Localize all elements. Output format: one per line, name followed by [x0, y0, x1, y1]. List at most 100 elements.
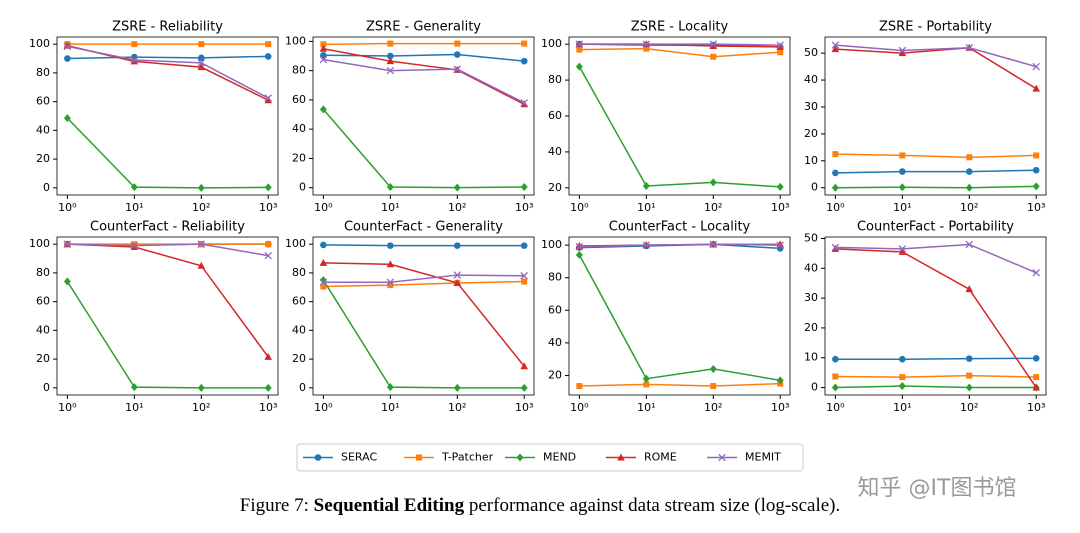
marker	[832, 151, 839, 158]
marker	[319, 44, 328, 52]
marker	[831, 41, 840, 49]
marker	[899, 168, 906, 175]
x-tick-label: 10⁰	[58, 201, 77, 214]
y-tick-label: 10	[804, 351, 818, 364]
y-tick-label: 100	[29, 237, 50, 250]
series-line	[323, 244, 525, 247]
marker	[197, 63, 206, 71]
y-tick-label: 0	[43, 381, 50, 394]
marker	[776, 182, 784, 191]
legend-label: MEND	[543, 451, 576, 464]
chart-title: CounterFact - Portability	[857, 220, 1014, 235]
series-line	[579, 243, 781, 248]
marker	[709, 364, 717, 373]
x-tick-label: 10²	[704, 401, 722, 414]
marker	[709, 41, 718, 49]
series-line	[323, 47, 525, 105]
axes-frame	[824, 236, 1047, 396]
x-tick-label: 10¹	[893, 401, 911, 414]
marker	[898, 382, 906, 391]
marker	[1033, 152, 1040, 159]
y-tick-label: 60	[292, 295, 306, 308]
marker	[386, 57, 395, 65]
x-tick-label: 10¹	[637, 401, 655, 414]
axes-frame	[56, 36, 279, 196]
legend-label: ROME	[644, 451, 677, 464]
marker	[1032, 383, 1041, 391]
y-tick-label: 20	[804, 321, 818, 334]
marker	[197, 261, 206, 269]
series-line	[835, 374, 1037, 378]
y-tick-label: 100	[541, 37, 562, 50]
marker	[831, 45, 840, 53]
y-tick-label: 60	[36, 95, 50, 108]
series-line	[579, 43, 781, 46]
marker	[966, 154, 973, 161]
x-tick-label: 10⁰	[826, 201, 845, 214]
marker	[898, 46, 907, 55]
marker	[386, 182, 394, 191]
marker	[898, 247, 907, 255]
marker	[264, 53, 272, 60]
marker	[197, 59, 206, 67]
marker	[776, 41, 784, 49]
y-tick-label: 60	[548, 303, 562, 316]
y-tick-label: 40	[804, 261, 818, 274]
x-tick-label: 10⁰	[826, 401, 845, 414]
marker	[1032, 84, 1041, 92]
series-line	[578, 66, 781, 188]
marker	[1032, 166, 1040, 174]
marker	[386, 278, 395, 287]
x-tick-label: 10²	[960, 201, 978, 214]
marker	[965, 240, 974, 249]
watermark: 知乎 @IT图书馆	[858, 476, 1017, 501]
axes-frame	[568, 36, 791, 196]
marker	[130, 183, 138, 192]
y-tick-label: 20	[292, 151, 306, 164]
y-tick-label: 100	[285, 34, 306, 47]
marker	[265, 241, 272, 248]
marker	[386, 66, 395, 75]
marker	[453, 383, 461, 392]
marker	[709, 240, 718, 249]
marker	[710, 53, 717, 60]
marker	[516, 453, 524, 462]
legend-label: MEMIT	[745, 451, 781, 464]
marker	[130, 56, 139, 64]
x-tick-label: 10⁰	[58, 401, 77, 414]
marker	[576, 383, 583, 390]
series-line	[835, 46, 1037, 90]
axes-frame	[568, 236, 791, 396]
marker	[832, 355, 839, 363]
x-tick-label: 10¹	[125, 401, 143, 414]
marker	[1032, 182, 1040, 191]
marker	[831, 383, 839, 392]
y-tick-label: 80	[36, 66, 50, 79]
marker	[831, 243, 840, 252]
series-line	[835, 153, 1037, 159]
marker	[520, 272, 528, 280]
y-tick-label: 20	[292, 352, 306, 365]
marker	[965, 183, 973, 192]
marker	[965, 383, 973, 392]
marker	[965, 285, 974, 293]
legend-box	[296, 443, 804, 472]
chart-title: ZSRE - Reliability	[112, 20, 223, 35]
marker	[718, 453, 726, 462]
legend-label: SERAC	[341, 451, 377, 464]
series-line	[835, 44, 1037, 68]
marker	[387, 242, 394, 249]
marker	[776, 42, 785, 50]
chart-title: ZSRE - Generality	[366, 20, 481, 35]
marker	[899, 374, 906, 381]
marker	[898, 245, 907, 253]
series-line	[835, 357, 1037, 360]
marker	[264, 251, 272, 260]
series-line	[835, 169, 1037, 174]
marker	[320, 283, 327, 290]
series-line	[67, 243, 269, 257]
y-tick-label: 0	[811, 381, 818, 394]
y-tick-label: 100	[29, 37, 50, 50]
marker	[387, 52, 394, 60]
marker	[264, 96, 273, 104]
